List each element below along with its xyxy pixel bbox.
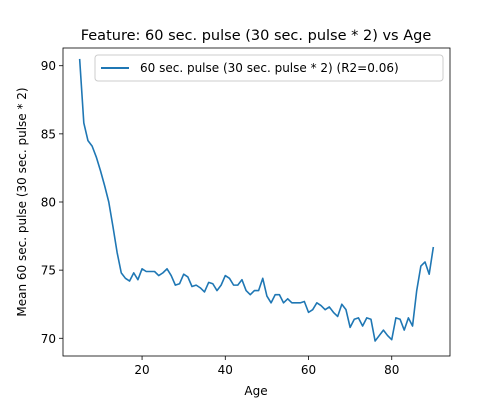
y-tick-label: 85 bbox=[41, 127, 56, 141]
legend: 60 sec. pulse (30 sec. pulse * 2) (R2=0.… bbox=[94, 54, 444, 82]
series-line bbox=[78, 58, 435, 342]
y-tick-label: 75 bbox=[41, 264, 56, 278]
y-tick-label: 80 bbox=[41, 196, 56, 210]
x-tick-label: 80 bbox=[384, 363, 399, 377]
y-axis-label: Mean 60 sec. pulse (30 sec. pulse * 2) bbox=[15, 87, 29, 316]
y-tick-label: 90 bbox=[41, 59, 56, 73]
plot-frame bbox=[62, 47, 451, 357]
legend-label: 60 sec. pulse (30 sec. pulse * 2) (R2=0.… bbox=[140, 61, 399, 75]
legend-box bbox=[94, 54, 444, 82]
x-tick-label: 40 bbox=[218, 363, 233, 377]
y-tick-label: 70 bbox=[41, 332, 56, 346]
chart-title: Feature: 60 sec. pulse (30 sec. pulse * … bbox=[81, 28, 432, 44]
series-layer bbox=[78, 58, 435, 342]
x-axis-label: Age bbox=[244, 384, 267, 398]
x-tick-label: 60 bbox=[301, 363, 316, 377]
x-tick-label: 20 bbox=[134, 363, 149, 377]
y-axis: 70 75 80 85 90 bbox=[41, 59, 63, 346]
x-axis: 20 40 60 80 bbox=[134, 356, 399, 377]
